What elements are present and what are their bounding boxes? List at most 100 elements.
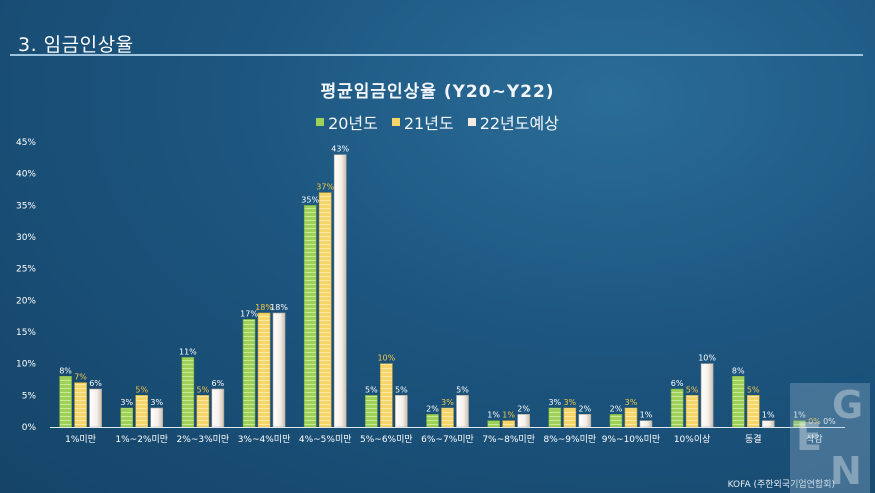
source-credit: KOFA (주한외국기업연합회): [727, 480, 835, 490]
x-tick-label: 5%~6%미만: [360, 434, 413, 445]
bar-20년도-동결: [731, 376, 745, 428]
data-label: 3%: [150, 398, 163, 407]
data-label: 1%: [502, 411, 515, 420]
bar-20년도-10%이상: [670, 388, 684, 428]
data-label: 1%: [640, 411, 653, 420]
legend-swatch-22: [467, 118, 476, 126]
bars: 8%7%6%3%5%3%11%5%6%17%18%18%35%37%43%5%1…: [59, 145, 836, 428]
bar-20년도-8%~9%미만: [548, 407, 562, 428]
bar-21년도-9%~10%미만: [624, 407, 638, 428]
y-tick-label: 30%: [16, 233, 36, 243]
data-label: 6%: [89, 379, 102, 388]
legend-swatch-20: [316, 118, 325, 126]
data-label: 1%: [762, 411, 775, 420]
data-label: 37%: [316, 183, 334, 192]
x-axis: 1%미만 1%~2%미만 2%~3%미만 3%~4%미만 4%~5%미만 5%~6%미만 6…: [50, 427, 845, 445]
y-tick-label: 10%: [16, 360, 36, 370]
watermark-letter: E: [796, 415, 822, 459]
data-label: 8%: [59, 366, 72, 375]
bar-22년도예상-8%~9%미만: [578, 414, 592, 428]
x-tick-label: 2%~3%미만: [177, 434, 230, 445]
y-tick-label: 25%: [16, 265, 36, 275]
bar-22년도예상-1%미만: [89, 388, 102, 428]
bar-22년도예상-1%~2%미만: [150, 407, 164, 428]
y-tick-label: 35%: [16, 201, 36, 211]
legend-item-22: 22년도예상: [467, 110, 559, 134]
legend-item-21: 21년도: [391, 110, 454, 134]
data-label: 11%: [179, 347, 197, 356]
bar-22년도예상-7%~8%미만: [517, 414, 530, 428]
data-label: 5%: [395, 385, 408, 394]
x-tick-label: 10%이상: [674, 434, 711, 445]
data-label: 10%: [698, 354, 716, 363]
data-label: 3%: [120, 398, 133, 407]
data-label: 5%: [197, 385, 210, 394]
bar-22년도예상-4%~5%미만: [333, 154, 347, 428]
data-label: 6%: [212, 379, 225, 388]
slide-title: 3. 임금인상율: [18, 34, 134, 56]
x-tick-label: 7%~8%미만: [482, 434, 535, 445]
watermark-letter: G: [832, 383, 864, 427]
bar-22년도예상-3%~4%미만: [272, 312, 286, 428]
y-tick-label: 20%: [16, 296, 36, 306]
x-tick-label: 동결: [745, 434, 762, 445]
bar-21년도-1%미만: [74, 382, 87, 428]
bar-21년도-1%~2%미만: [135, 395, 149, 428]
chart-legend: 20년도 21년도 22년도예상: [0, 110, 875, 134]
bar-21년도-8%~9%미만: [563, 407, 577, 428]
data-label: 3%: [563, 398, 576, 407]
bar-22년도예상-9%~10%미만: [639, 420, 653, 428]
data-label: 10%: [377, 354, 395, 363]
bar-20년도-1%~2%미만: [120, 407, 134, 428]
data-label: 5%: [365, 385, 378, 394]
y-tick-label: 5%: [22, 391, 37, 401]
bar-20년도-1%미만: [59, 376, 72, 428]
data-label: 1%: [793, 411, 806, 420]
bar-21년도-4%~5%미만: [318, 192, 332, 428]
data-label: 6%: [671, 379, 684, 388]
data-label: 17%: [240, 309, 258, 318]
data-label: 2%: [578, 404, 591, 413]
data-label: 3%: [441, 398, 454, 407]
legend-label-20: 20년도: [328, 114, 378, 133]
x-tick-label: 6%~7%미만: [421, 434, 474, 445]
bar-21년도-2%~3%미만: [196, 395, 210, 428]
data-label: 5%: [456, 385, 469, 394]
data-label: 0%: [823, 417, 836, 426]
bar-20년도-6%~7%미만: [426, 414, 439, 428]
bar-21년도-6%~7%미만: [441, 407, 454, 428]
data-label: 1%: [487, 411, 500, 420]
data-label: 18%: [270, 303, 288, 312]
data-label: 5%: [686, 385, 699, 394]
legend-label-22: 22년도예상: [479, 114, 559, 133]
data-label: 3%: [625, 398, 638, 407]
x-tick-label: 1%~2%미만: [115, 434, 168, 445]
legend-label-21: 21년도: [403, 114, 454, 133]
data-label: 18%: [255, 303, 273, 312]
bar-20년도-5%~6%미만: [365, 395, 378, 428]
bar-22년도예상-10%이상: [700, 363, 714, 428]
bar-22년도예상-6%~7%미만: [456, 395, 469, 428]
data-label: 35%: [301, 195, 319, 204]
bar-21년도-5%~6%미만: [380, 363, 393, 428]
bar-20년도-4%~5%미만: [303, 205, 317, 428]
legend-swatch-21: [391, 118, 400, 126]
bar-22년도예상-5%~6%미만: [395, 395, 408, 428]
y-axis: 0% 5% 10% 15% 20% 25% 30% 35% 40% 45%: [16, 138, 36, 433]
data-label: 2%: [610, 404, 623, 413]
y-tick-label: 0%: [22, 423, 37, 433]
bar-21년도-7%~8%미만: [502, 420, 515, 428]
data-label: 5%: [747, 385, 760, 394]
data-label: 2%: [517, 404, 530, 413]
x-tick-label: 4%~5%미만: [299, 434, 352, 445]
data-label: 43%: [331, 145, 349, 154]
y-tick-label: 40%: [16, 170, 36, 180]
title-divider: [10, 54, 863, 56]
bar-22년도예상-2%~3%미만: [211, 388, 225, 428]
bar-20년도-2%~3%미만: [181, 357, 195, 428]
x-tick-label: 9%~10%미만: [602, 434, 660, 445]
y-tick-label: 15%: [16, 328, 36, 338]
x-tick-label: 삭감: [806, 433, 823, 445]
data-label: 8%: [732, 366, 745, 375]
